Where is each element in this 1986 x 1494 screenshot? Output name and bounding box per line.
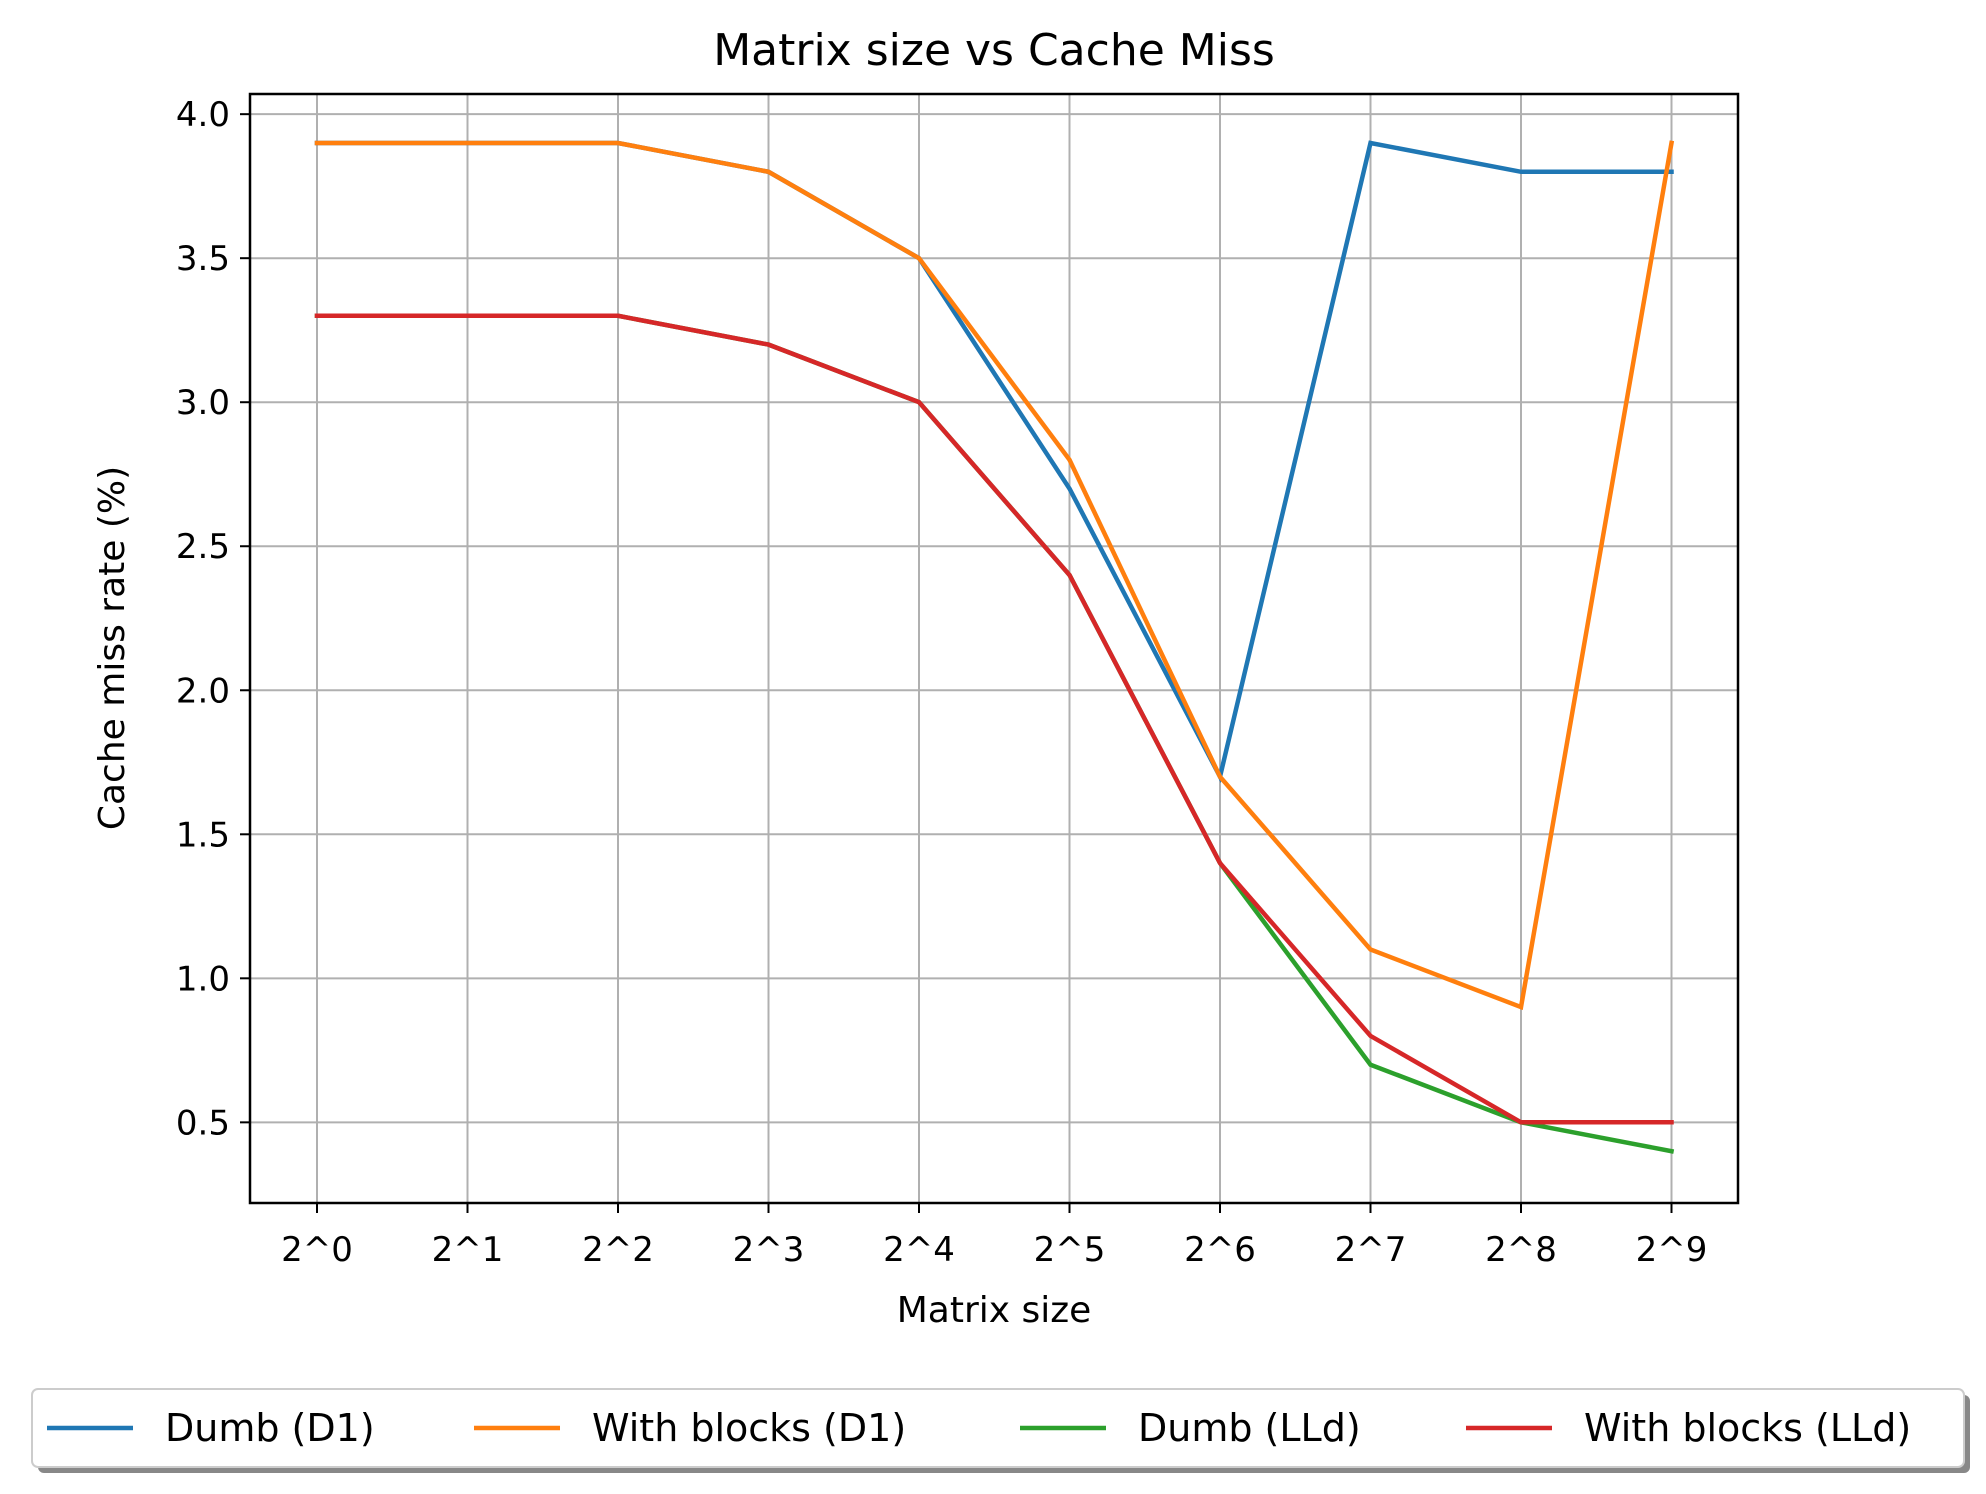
y-tick-label: 0.5: [176, 1103, 230, 1143]
y-axis: 0.5 1.0 1.5 2.0 2.5 3.0 3.5 4.0: [176, 95, 250, 1143]
series-lines: [314, 140, 1675, 1154]
x-tick-label: 2^5: [1034, 1230, 1106, 1270]
legend-label: Dumb (LLd): [1138, 1406, 1361, 1450]
x-tick-label: 2^9: [1636, 1230, 1708, 1270]
y-tick-label: 2.5: [176, 527, 230, 567]
x-tick-label: 2^8: [1485, 1230, 1557, 1270]
legend: Dumb (D1) With blocks (D1) Dumb (LLd) With …: [31, 1388, 1970, 1473]
y-axis-title: Cache miss rate (%): [92, 466, 133, 830]
x-tick-label: 2^7: [1335, 1230, 1407, 1270]
y-tick-label: 3.0: [176, 383, 230, 423]
legend-box: [31, 1388, 1965, 1468]
x-tick-label: 2^1: [432, 1230, 504, 1270]
x-axis: 2^0 2^1 2^2 2^3 2^4 2^5 2^6 2^7 2^8 2^9: [281, 1203, 1707, 1270]
legend-label: With blocks (LLd): [1584, 1406, 1911, 1450]
x-tick-label: 2^3: [733, 1230, 805, 1270]
chart-title: Matrix size vs Cache Miss: [713, 25, 1275, 76]
y-tick-label: 3.5: [176, 239, 230, 279]
grid: [250, 94, 1738, 1203]
y-tick-label: 1.0: [176, 959, 230, 999]
y-tick-label: 1.5: [176, 815, 230, 855]
series-line-3: [314, 313, 1674, 1125]
x-tick-label: 2^6: [1184, 1230, 1256, 1270]
legend-label: With blocks (D1): [592, 1406, 906, 1450]
x-axis-title: Matrix size: [897, 1290, 1092, 1331]
y-tick-label: 2.0: [176, 671, 230, 711]
y-tick-label: 4.0: [176, 95, 230, 135]
x-tick-label: 2^0: [281, 1230, 353, 1270]
series-line-1: [314, 140, 1675, 1011]
x-tick-label: 2^4: [883, 1230, 955, 1270]
x-tick-label: 2^2: [582, 1230, 654, 1270]
plot-frame: [248, 92, 1740, 1205]
legend-label: Dumb (D1): [165, 1406, 375, 1450]
